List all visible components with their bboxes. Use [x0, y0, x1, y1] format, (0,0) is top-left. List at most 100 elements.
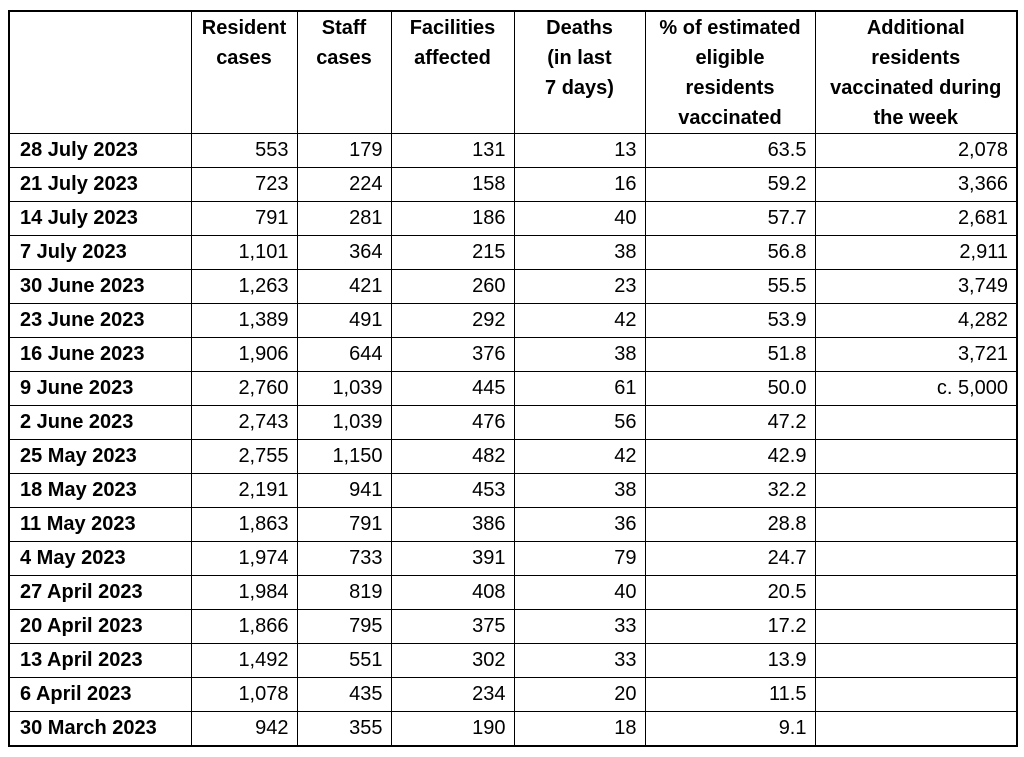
- date-cell: 9 June 2023: [8, 371, 192, 406]
- value-cell: 1,492: [190, 643, 298, 678]
- value-cell: [814, 643, 1018, 678]
- table-row: 14 July 2023 791 281 186 40 57.7 2,681: [8, 201, 1018, 236]
- value-cell: 2,191: [190, 473, 298, 508]
- value-cell: [814, 575, 1018, 610]
- value-cell: 18: [513, 711, 646, 747]
- value-cell: 819: [296, 575, 392, 610]
- care-home-surveillance-table: Resident cases Staff cases Facilities af…: [8, 10, 1018, 747]
- value-cell: c. 5,000: [814, 371, 1018, 406]
- value-cell: 11.5: [644, 677, 816, 712]
- value-cell: 733: [296, 541, 392, 576]
- value-cell: 2,760: [190, 371, 298, 406]
- header-row: Resident cases Staff cases Facilities af…: [8, 10, 1018, 134]
- value-cell: 553: [190, 133, 298, 168]
- value-cell: 186: [390, 201, 515, 236]
- date-cell: 14 July 2023: [8, 201, 192, 236]
- value-cell: 386: [390, 507, 515, 542]
- value-cell: 47.2: [644, 405, 816, 440]
- value-cell: 190: [390, 711, 515, 747]
- date-cell: 16 June 2023: [8, 337, 192, 372]
- value-cell: 476: [390, 405, 515, 440]
- table-row: 21 July 2023 723 224 158 16 59.2 3,366: [8, 167, 1018, 202]
- header-percent-vaccinated: % of estimated eligible residents vaccin…: [644, 10, 816, 134]
- value-cell: 79: [513, 541, 646, 576]
- date-cell: 21 July 2023: [8, 167, 192, 202]
- value-cell: 51.8: [644, 337, 816, 372]
- value-cell: 1,863: [190, 507, 298, 542]
- value-cell: 391: [390, 541, 515, 576]
- value-cell: 42: [513, 303, 646, 338]
- date-cell: 7 July 2023: [8, 235, 192, 270]
- value-cell: 63.5: [644, 133, 816, 168]
- value-cell: 33: [513, 643, 646, 678]
- value-cell: 942: [190, 711, 298, 747]
- value-cell: [814, 507, 1018, 542]
- value-cell: 1,039: [296, 371, 392, 406]
- value-cell: 32.2: [644, 473, 816, 508]
- value-cell: 302: [390, 643, 515, 678]
- value-cell: 644: [296, 337, 392, 372]
- value-cell: 56.8: [644, 235, 816, 270]
- value-cell: 375: [390, 609, 515, 644]
- table-row: 7 July 2023 1,101 364 215 38 56.8 2,911: [8, 235, 1018, 270]
- value-cell: 292: [390, 303, 515, 338]
- value-cell: 158: [390, 167, 515, 202]
- value-cell: 1,984: [190, 575, 298, 610]
- date-cell: 18 May 2023: [8, 473, 192, 508]
- value-cell: [814, 405, 1018, 440]
- value-cell: 491: [296, 303, 392, 338]
- table-row: 27 April 2023 1,984 819 408 40 20.5: [8, 575, 1018, 610]
- value-cell: 3,366: [814, 167, 1018, 202]
- value-cell: 482: [390, 439, 515, 474]
- value-cell: [814, 711, 1018, 747]
- header-resident-cases: Resident cases: [190, 10, 298, 134]
- header-facilities-affected: Facilities affected: [390, 10, 515, 134]
- value-cell: 1,039: [296, 405, 392, 440]
- date-cell: 11 May 2023: [8, 507, 192, 542]
- value-cell: 59.2: [644, 167, 816, 202]
- value-cell: 28.8: [644, 507, 816, 542]
- date-cell: 28 July 2023: [8, 133, 192, 168]
- value-cell: 1,974: [190, 541, 298, 576]
- value-cell: 260: [390, 269, 515, 304]
- value-cell: [814, 609, 1018, 644]
- value-cell: 234: [390, 677, 515, 712]
- value-cell: 551: [296, 643, 392, 678]
- value-cell: 131: [390, 133, 515, 168]
- value-cell: 24.7: [644, 541, 816, 576]
- value-cell: 2,911: [814, 235, 1018, 270]
- value-cell: 2,078: [814, 133, 1018, 168]
- table-row: 9 June 2023 2,760 1,039 445 61 50.0 c. 5,000: [8, 371, 1018, 406]
- value-cell: 795: [296, 609, 392, 644]
- value-cell: 42: [513, 439, 646, 474]
- value-cell: [814, 473, 1018, 508]
- value-cell: 57.7: [644, 201, 816, 236]
- table-row: 18 May 2023 2,191 941 453 38 32.2: [8, 473, 1018, 508]
- value-cell: 50.0: [644, 371, 816, 406]
- date-cell: 30 March 2023: [8, 711, 192, 747]
- value-cell: 941: [296, 473, 392, 508]
- table-row: 23 June 2023 1,389 491 292 42 53.9 4,282: [8, 303, 1018, 338]
- value-cell: 1,866: [190, 609, 298, 644]
- value-cell: 40: [513, 575, 646, 610]
- value-cell: 38: [513, 473, 646, 508]
- value-cell: 38: [513, 235, 646, 270]
- table-row: 13 April 2023 1,492 551 302 33 13.9: [8, 643, 1018, 678]
- table-row: 28 July 2023 553 179 131 13 63.5 2,078: [8, 133, 1018, 168]
- value-cell: 408: [390, 575, 515, 610]
- value-cell: 445: [390, 371, 515, 406]
- header-deaths: Deaths (in last 7 days): [513, 10, 646, 134]
- value-cell: 791: [190, 201, 298, 236]
- table-row: 30 June 2023 1,263 421 260 23 55.5 3,749: [8, 269, 1018, 304]
- table-row: 25 May 2023 2,755 1,150 482 42 42.9: [8, 439, 1018, 474]
- value-cell: 2,743: [190, 405, 298, 440]
- header-staff-cases: Staff cases: [296, 10, 392, 134]
- value-cell: 224: [296, 167, 392, 202]
- value-cell: 61: [513, 371, 646, 406]
- table-body: 28 July 2023 553 179 131 13 63.5 2,078 21 July …: [8, 133, 1018, 747]
- value-cell: 1,078: [190, 677, 298, 712]
- date-cell: 2 June 2023: [8, 405, 192, 440]
- value-cell: [814, 677, 1018, 712]
- value-cell: 435: [296, 677, 392, 712]
- table-row: 6 April 2023 1,078 435 234 20 11.5: [8, 677, 1018, 712]
